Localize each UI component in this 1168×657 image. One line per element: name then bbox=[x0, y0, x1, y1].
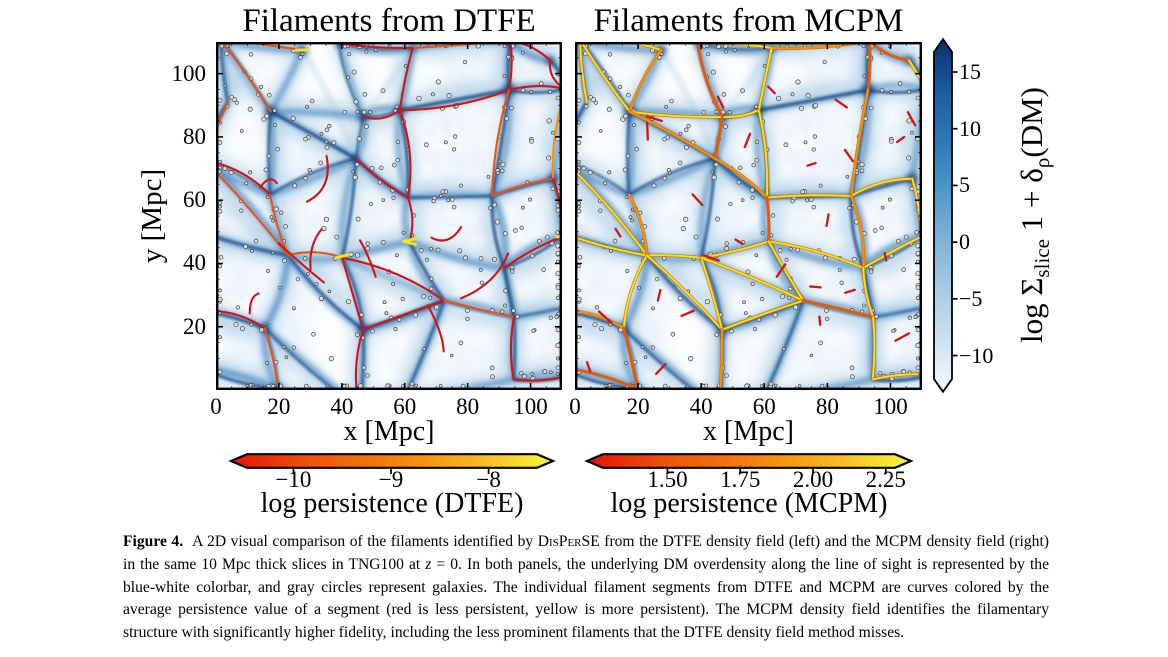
filaments-layer bbox=[575, 42, 922, 390]
persistence-tick-label-dtfe: −10 bbox=[275, 467, 312, 492]
dm-tick-label: −5 bbox=[959, 285, 983, 311]
y-tick-label: 20 bbox=[183, 313, 206, 339]
dm-tick-label: −10 bbox=[959, 342, 994, 368]
redshift-variable: z bbox=[425, 555, 432, 573]
x-axis-label-dtfe: x [Mpc] bbox=[343, 416, 435, 447]
x-axis-label-mcpm: x [Mpc] bbox=[703, 416, 794, 447]
panel-title-mcpm: Filaments from MCPM bbox=[593, 3, 904, 39]
dm-colorbar-label: log Σslice 1 + δρ(DM) bbox=[1014, 86, 1055, 344]
persistence-tick-label-mcpm: 1.50 bbox=[647, 467, 688, 492]
persistence-tick-label-dtfe: −8 bbox=[476, 467, 501, 492]
dm-overdensity-colorbar bbox=[933, 37, 958, 394]
x-tick-label: 80 bbox=[815, 394, 839, 419]
disperse-name: DisPerSE bbox=[537, 533, 600, 550]
y-tick-label: 60 bbox=[183, 187, 206, 213]
x-tick-label: 20 bbox=[267, 394, 291, 419]
x-tick-label: 0 bbox=[569, 394, 581, 419]
persistence-tick-label-dtfe: −9 bbox=[378, 467, 404, 492]
x-tick-label: 100 bbox=[873, 394, 908, 419]
persistence-tick-label-mcpm: 2.00 bbox=[792, 467, 834, 492]
persistence-colorbar-dtfe bbox=[228, 453, 556, 474]
density-panel-dtfe bbox=[216, 42, 562, 390]
persistence-tick-label-mcpm: 2.25 bbox=[865, 467, 906, 492]
x-tick-label: 60 bbox=[393, 394, 417, 419]
x-tick-label: 100 bbox=[513, 394, 548, 419]
y-tick-label: 80 bbox=[183, 123, 206, 149]
persistence-tick-label-mcpm: 1.75 bbox=[720, 467, 761, 492]
y-tick-label: 40 bbox=[183, 250, 206, 276]
dm-tick-label: 0 bbox=[959, 229, 970, 255]
panel-title-dtfe: Filaments from DTFE bbox=[242, 3, 536, 39]
x-tick-label: 20 bbox=[626, 394, 650, 419]
persistence-label-dtfe: log persistence (DTFE) bbox=[260, 488, 524, 519]
figure-caption: Figure 4. A 2D visual comparison of the f… bbox=[123, 533, 1050, 642]
density-panel-mcpm bbox=[575, 42, 922, 390]
caption-figure-number: Figure 4. bbox=[123, 533, 184, 550]
y-tick-label: 100 bbox=[171, 60, 207, 86]
persistence-label-mcpm: log persistence (MCPM) bbox=[610, 488, 888, 519]
x-tick-label: 0 bbox=[210, 394, 222, 419]
x-tick-label: 80 bbox=[456, 394, 480, 419]
persistence-colorbar-mcpm bbox=[584, 453, 914, 474]
dm-tick-label: 15 bbox=[959, 59, 981, 85]
filaments-layer bbox=[216, 42, 562, 390]
dm-tick-label: 5 bbox=[959, 172, 970, 198]
dm-tick-label: 10 bbox=[959, 115, 981, 141]
x-tick-label: 60 bbox=[752, 394, 776, 419]
x-tick-label: 40 bbox=[330, 394, 354, 419]
x-tick-label: 40 bbox=[689, 394, 713, 419]
